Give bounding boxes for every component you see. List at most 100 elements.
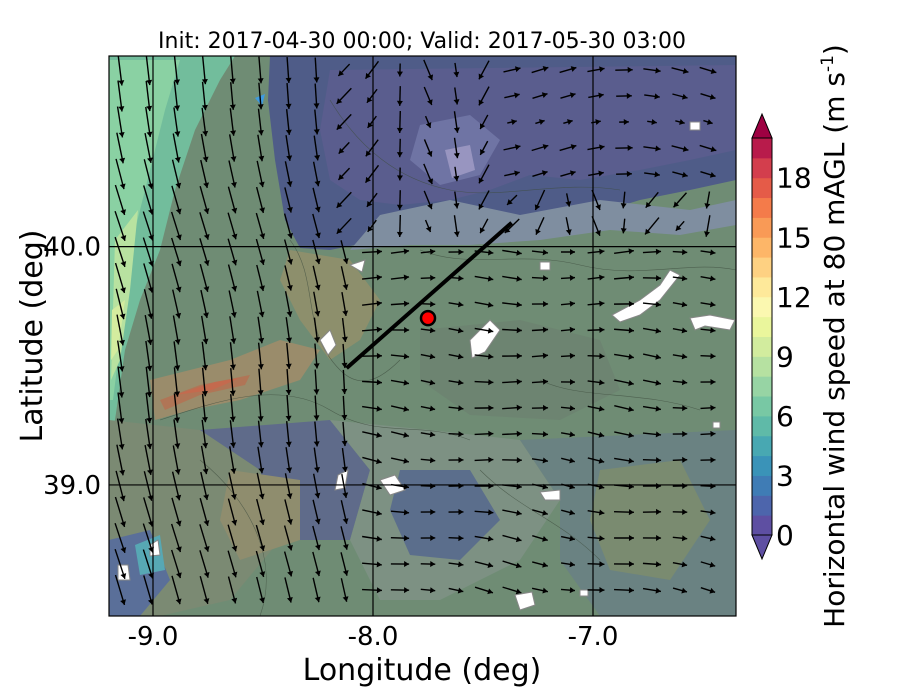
wind-vector-head [654, 93, 660, 100]
wind-vector-head [569, 405, 575, 412]
wind-vector-head [542, 431, 549, 438]
wind-vector-head [595, 204, 601, 210]
wind-vector-head [118, 132, 125, 138]
wind-vector-head [569, 535, 575, 542]
wind-vector-head [429, 248, 436, 255]
wind-vector-head [681, 535, 688, 542]
wind-vector-head [257, 442, 264, 448]
wind-vector-head [376, 561, 382, 568]
wind-vector-head [628, 406, 634, 413]
wind-vector-head [285, 129, 292, 135]
wind-vector-head [681, 275, 688, 282]
wind-vector-head [516, 510, 522, 516]
wind-vector-head [429, 379, 436, 386]
wind-vector-head [488, 456, 494, 463]
wind-vector-head [542, 326, 549, 333]
wind-vector-head [425, 122, 432, 128]
wind-vector-head [202, 130, 209, 137]
wind-vector-head [488, 509, 494, 516]
wind-vector-head [376, 587, 382, 594]
colorbar-frame [751, 137, 773, 536]
wind-vector-head [429, 405, 436, 412]
wind-vector-head [203, 286, 210, 292]
wind-vector-head [203, 520, 210, 526]
colorbar-tick-label: 12 [776, 281, 812, 314]
wind-vector-head [365, 150, 372, 157]
wind-vector-head [598, 170, 604, 177]
wind-vector-shaft [145, 418, 151, 450]
wind-vector-head [709, 561, 716, 568]
wind-vector-shaft [117, 366, 123, 398]
wind-vector-head [285, 441, 292, 447]
wind-vector-head [202, 338, 209, 345]
wind-vector-head [257, 129, 264, 136]
wind-vector-head [655, 67, 661, 74]
wind-vector-head [146, 469, 153, 475]
wind-vector-head [599, 326, 605, 333]
wind-vector-shaft [116, 132, 124, 164]
wind-vector-shaft [145, 340, 151, 372]
wind-vector-head [336, 123, 343, 130]
wind-vector-head [655, 561, 662, 568]
wind-vector-head [313, 441, 320, 447]
wind-vector-head [342, 284, 349, 290]
wind-vector-head [376, 274, 382, 281]
wind-vector-head [314, 310, 321, 317]
wind-vector-head [599, 144, 605, 151]
wind-vector-head [682, 249, 688, 256]
wind-vector-shaft [144, 132, 152, 164]
wind-vector-head [458, 405, 464, 412]
wind-vector-head [628, 380, 634, 386]
wind-vector-head [376, 300, 382, 307]
wind-vector-shaft [116, 314, 124, 346]
wind-vector-head [682, 509, 688, 516]
wind-vector-head [535, 228, 541, 235]
wind-vector-head [709, 535, 716, 542]
wind-vector-head [403, 509, 410, 516]
wind-vector-head [710, 68, 717, 74]
wind-vector-head [259, 519, 265, 525]
wind-vector-head [285, 103, 292, 109]
wind-vector-head [655, 379, 661, 386]
wind-vector-head [487, 275, 494, 282]
wind-vector-head [314, 206, 321, 213]
wind-vector-head [628, 274, 634, 281]
wind-vector-head [338, 70, 344, 76]
wind-vector-head [120, 287, 126, 293]
wind-vector-shaft [142, 185, 154, 215]
wind-vector-head [231, 545, 238, 552]
wind-vector-head [203, 494, 209, 500]
wind-vector-head [338, 147, 345, 154]
colorbar-tick-label: 9 [776, 340, 794, 373]
wind-vector-head [396, 231, 403, 237]
wind-vector-head [599, 248, 605, 255]
colorbar-segment [752, 495, 772, 516]
wind-vector-head [645, 228, 651, 235]
wind-vector-head [257, 364, 264, 370]
colorbar-under-extension [751, 534, 773, 561]
wind-vector-head [286, 155, 293, 161]
wind-vector-head [516, 249, 522, 256]
wind-vector-head [654, 171, 660, 178]
wind-vector-head [569, 170, 576, 177]
wind-vector-head [287, 258, 293, 265]
wind-vector-head [710, 404, 716, 411]
wind-vector-head [287, 232, 293, 239]
wind-vector-head [403, 300, 410, 307]
wind-vector-head [599, 353, 605, 360]
wind-vector-head [599, 66, 605, 73]
wind-vector-head [681, 353, 688, 360]
wind-vector-head [710, 456, 716, 463]
wind-vector-head [147, 520, 154, 527]
wind-vector-head [403, 353, 410, 360]
wind-vector-head [119, 183, 126, 190]
wind-vector-head [376, 405, 382, 412]
wind-vector-head [595, 119, 601, 125]
wind-vector-head [341, 466, 348, 472]
colorbar-segment [752, 177, 772, 199]
wind-vector-shaft [145, 366, 151, 398]
wind-vector-head [396, 127, 403, 133]
wind-vector-shaft [114, 522, 126, 554]
wind-vector-head [453, 175, 460, 182]
wind-vector-head [453, 203, 460, 209]
